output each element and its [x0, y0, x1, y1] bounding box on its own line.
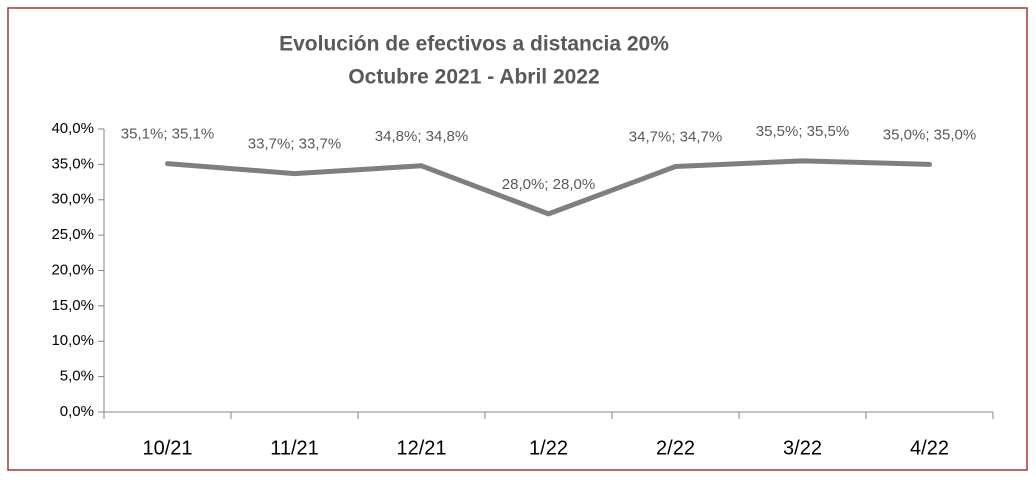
- y-tick-label: 5,0%: [60, 368, 94, 385]
- y-tick-label: 25,0%: [51, 226, 94, 243]
- x-tick-label: 10/21: [142, 437, 192, 459]
- data-label: 28,0%; 28,0%: [502, 176, 595, 193]
- y-tick-label: 10,0%: [51, 332, 94, 349]
- y-tick-label: 30,0%: [51, 191, 94, 208]
- data-label: 35,1%; 35,1%: [121, 126, 214, 143]
- x-tick-label: 3/22: [783, 437, 822, 459]
- y-tick-label: 35,0%: [51, 155, 94, 172]
- x-tick-label: 12/21: [396, 437, 446, 459]
- y-tick-label: 15,0%: [51, 297, 94, 314]
- chart-border: [7, 7, 1028, 471]
- y-tick-label: 20,0%: [51, 261, 94, 278]
- y-tick-label: 0,0%: [60, 403, 94, 420]
- data-label: 35,5%; 35,5%: [756, 123, 849, 140]
- x-tick-label: 2/22: [656, 437, 695, 459]
- y-tick-label: 40,0%: [51, 120, 94, 137]
- data-label: 34,8%; 34,8%: [375, 128, 468, 145]
- line: [165, 158, 932, 217]
- data-label: 33,7%; 33,7%: [248, 136, 341, 153]
- data-label: 35,0%; 35,0%: [883, 126, 976, 143]
- data-label: 34,7%; 34,7%: [629, 128, 722, 145]
- chart-subtitle: Octubre 2021 - Abril 2022: [348, 66, 599, 89]
- x-tick-label: 1/22: [529, 437, 568, 459]
- x-tick-label: 11/21: [270, 437, 319, 459]
- x-tick-label: 4/22: [910, 437, 949, 459]
- chart-title: Evolución de efectivos a distancia 20%: [279, 33, 669, 56]
